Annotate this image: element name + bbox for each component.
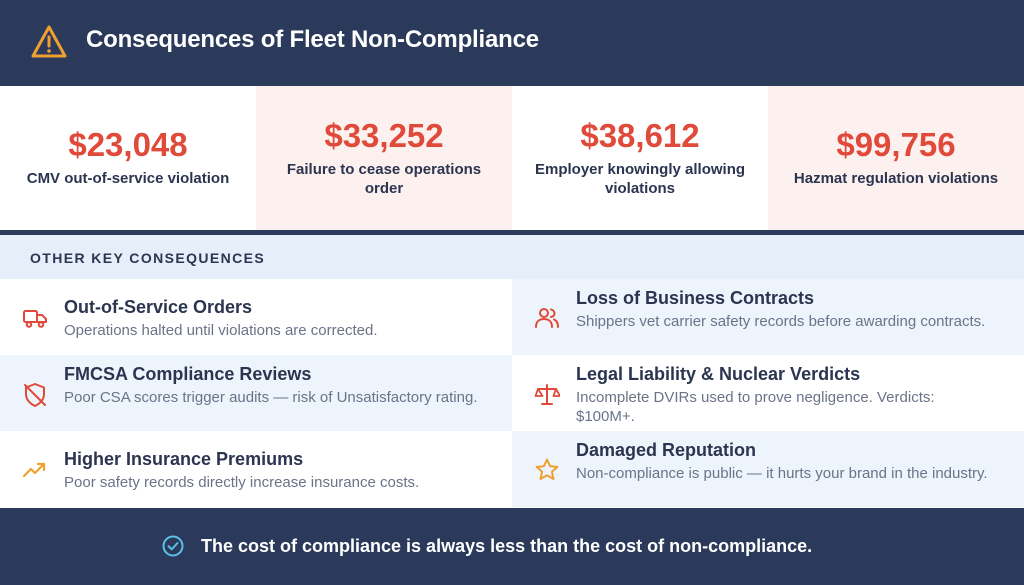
section-header: OTHER KEY CONSEQUENCES bbox=[0, 235, 1024, 279]
star-icon bbox=[535, 458, 559, 480]
shield-off-icon bbox=[24, 383, 46, 407]
consequence-title: Loss of Business Contracts bbox=[576, 288, 815, 308]
consequence-desc: Operations halted until violations are c… bbox=[64, 322, 378, 339]
consequence-title: Legal Liability & Nuclear Verdicts bbox=[576, 364, 861, 384]
fine-stats: $23,048 CMV out-of-service violation $33… bbox=[0, 86, 1024, 230]
consequence-title: Higher Insurance Premiums bbox=[64, 449, 304, 469]
consequence-item: Legal Liability & Nuclear Verdicts Incom… bbox=[512, 355, 1024, 431]
consequence-desc: Incomplete DVIRs used to prove negligenc… bbox=[576, 389, 935, 425]
consequences-grid: Out-of-Service Orders Operations halted … bbox=[0, 279, 1024, 508]
footer-message: The cost of compliance is always less th… bbox=[201, 536, 813, 556]
check-circle-icon bbox=[162, 535, 184, 557]
consequence-desc: Poor CSA scores trigger audits — risk of… bbox=[64, 389, 478, 406]
consequence-item: Loss of Business Contracts Shippers vet … bbox=[512, 279, 1024, 355]
consequence-item: Higher Insurance Premiums Poor safety re… bbox=[0, 431, 512, 507]
stat-label: Hazmat regulation violations bbox=[793, 170, 999, 187]
stat-card: $38,612 Employer knowingly allowing viol… bbox=[512, 86, 768, 230]
section-divider bbox=[0, 230, 1024, 235]
trending-up-icon bbox=[22, 462, 46, 478]
consequence-title: FMCSA Compliance Reviews bbox=[64, 364, 312, 384]
stat-card: $99,756 Hazmat regulation violations bbox=[768, 86, 1024, 230]
warning-triangle-icon bbox=[31, 25, 67, 58]
consequence-title: Out-of-Service Orders bbox=[64, 297, 253, 317]
stat-label: Employer knowingly allowing violations bbox=[534, 160, 746, 197]
users-icon bbox=[535, 308, 559, 328]
consequence-item: Damaged Reputation Non-compliance is pub… bbox=[512, 431, 1024, 507]
consequence-desc: Non-compliance is public — it hurts your… bbox=[576, 465, 988, 482]
consequence-desc: Poor safety records directly increase in… bbox=[64, 474, 420, 491]
page-header: Consequences of Fleet Non-Compliance bbox=[0, 0, 1024, 86]
consequence-item: Out-of-Service Orders Operations halted … bbox=[0, 279, 512, 355]
consequence-title: Damaged Reputation bbox=[576, 440, 757, 460]
consequence-desc: Shippers vet carrier safety records befo… bbox=[576, 313, 986, 330]
stat-card: $23,048 CMV out-of-service violation bbox=[0, 86, 256, 230]
page-title: Consequences of Fleet Non-Compliance bbox=[86, 26, 539, 53]
section-heading: OTHER KEY CONSEQUENCES bbox=[30, 250, 266, 266]
stat-amount: $38,612 bbox=[580, 116, 700, 154]
scale-icon bbox=[534, 384, 560, 405]
page-footer: The cost of compliance is always less th… bbox=[0, 508, 1024, 585]
stat-label: Failure to cease operations order bbox=[286, 160, 482, 197]
stat-label: CMV out-of-service violation bbox=[26, 170, 230, 187]
stat-amount: $99,756 bbox=[836, 126, 956, 163]
stat-card: $33,252 Failure to cease operations orde… bbox=[256, 86, 512, 230]
stat-amount: $23,048 bbox=[68, 126, 188, 163]
truck-icon bbox=[23, 310, 47, 328]
consequence-item: FMCSA Compliance Reviews Poor CSA scores… bbox=[0, 355, 512, 431]
stat-amount: $33,252 bbox=[324, 116, 444, 154]
